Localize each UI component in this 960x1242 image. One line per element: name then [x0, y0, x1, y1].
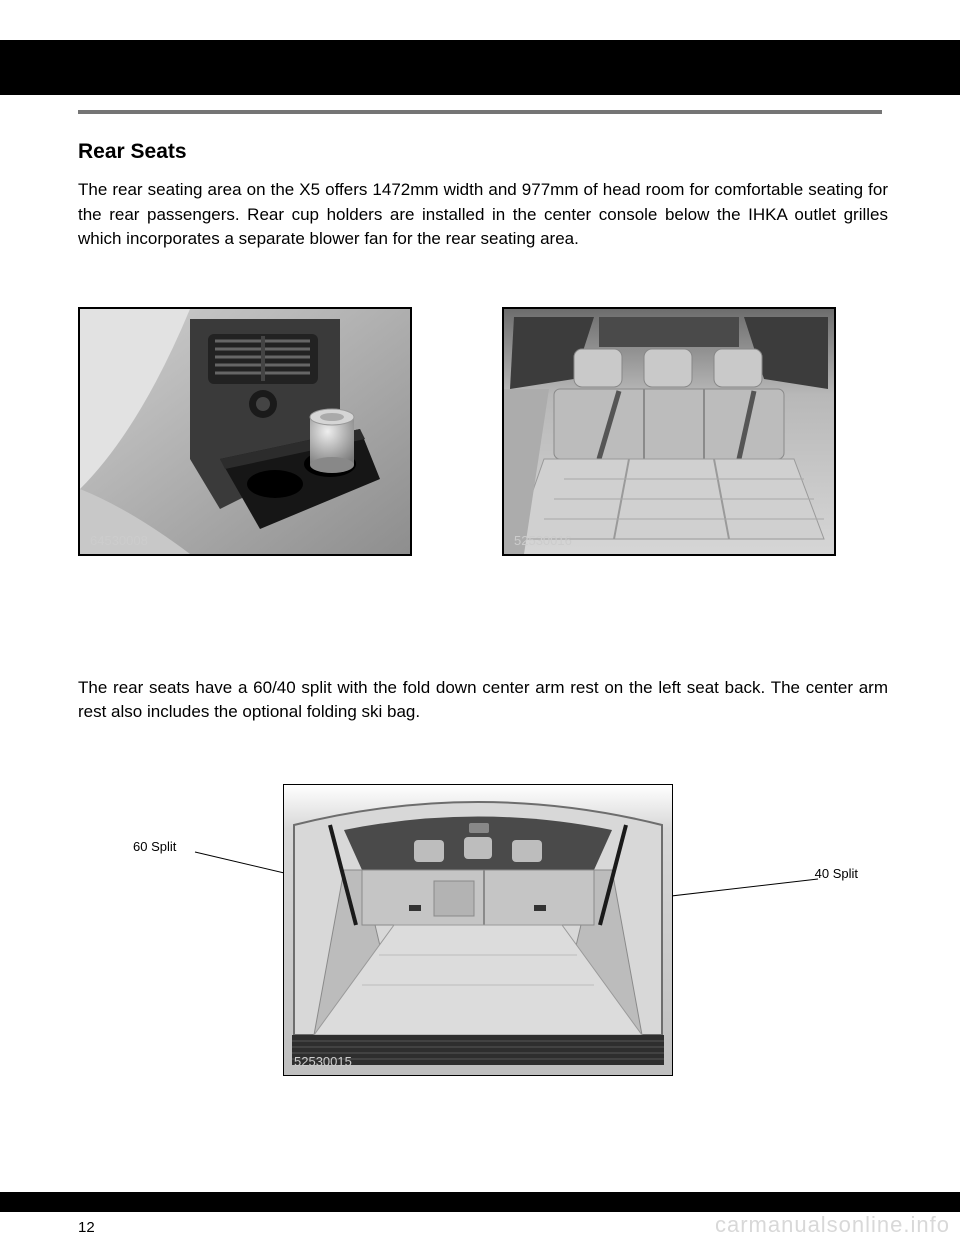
section-heading: Rear Seats — [78, 140, 888, 164]
watermark-text: carmanualsonline.info — [715, 1212, 950, 1238]
image-row: 64530008 — [78, 307, 888, 556]
footer-black-band — [0, 1192, 960, 1212]
rear-seats-photo: 52530016 — [502, 307, 836, 556]
rear-seats-illustration — [504, 309, 834, 554]
content-area: Rear Seats The rear seating area on the … — [78, 140, 888, 1104]
paragraph-1: The rear seating area on the X5 offers 1… — [78, 178, 888, 252]
trunk-figure-block: 60 Split 40 Split — [78, 784, 888, 1104]
page-number: 12 — [78, 1219, 95, 1236]
cupholder-photo: 64530008 — [78, 307, 412, 556]
paragraph-2: The rear seats have a 60/40 split with t… — [78, 676, 888, 724]
trunk-illustration — [284, 785, 672, 1075]
header-black-band — [0, 40, 960, 95]
manual-page: Rear Seats The rear seating area on the … — [0, 0, 960, 1242]
cupholder-illustration — [80, 309, 410, 554]
image-id-label: 64530008 — [90, 533, 148, 548]
image-id-label: 52530016 — [514, 533, 572, 548]
header-rule — [78, 110, 882, 114]
image-id-label: 52530015 — [294, 1054, 352, 1069]
trunk-photo: 52530015 — [283, 784, 673, 1076]
